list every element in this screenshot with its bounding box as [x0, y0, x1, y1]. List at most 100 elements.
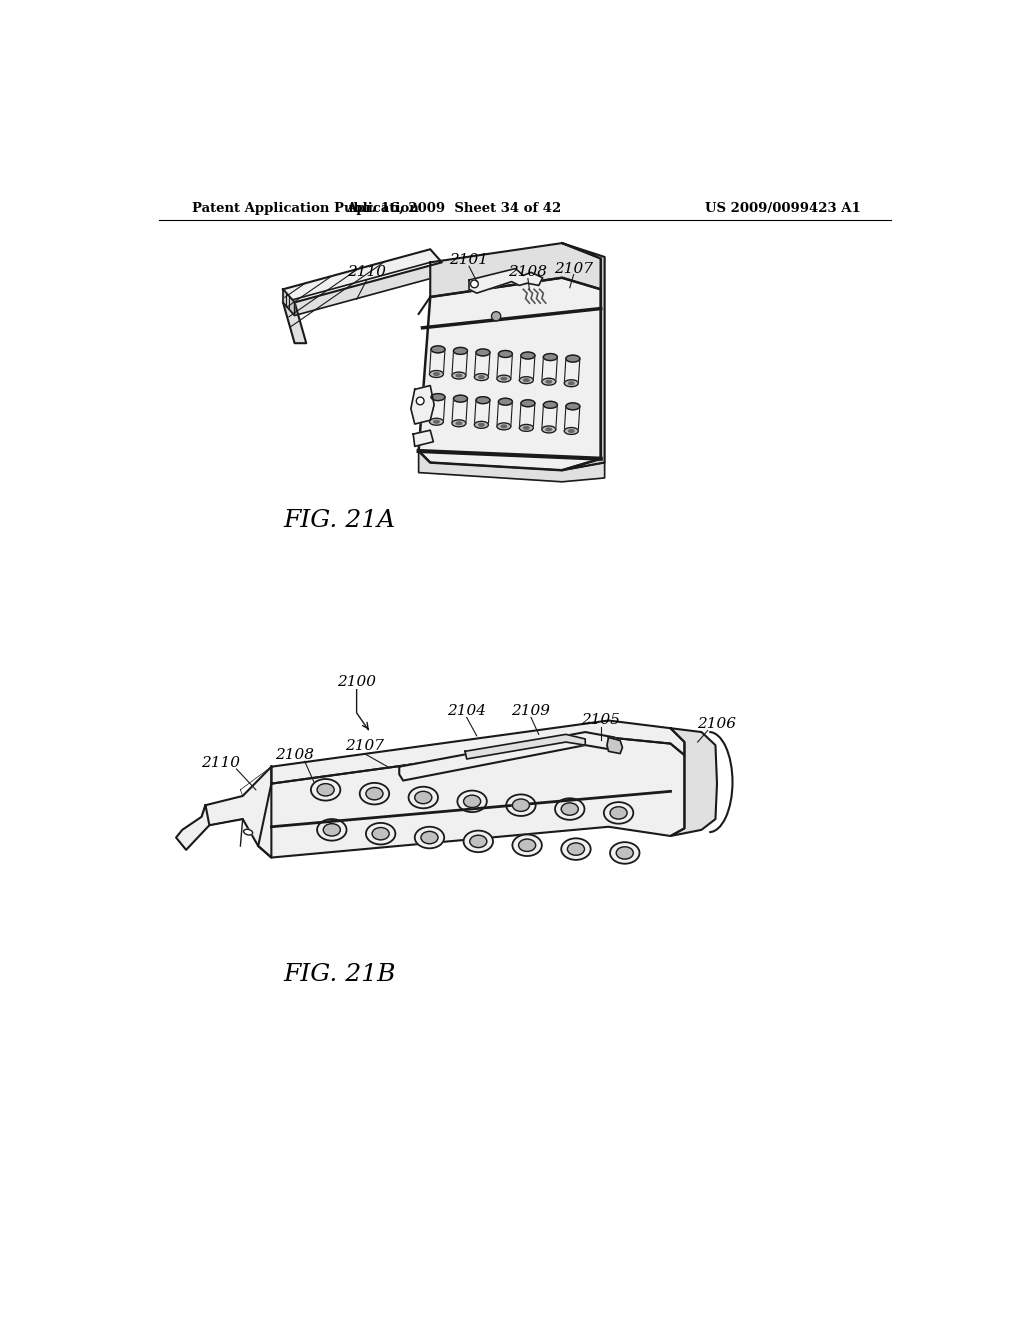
Text: 2105: 2105 [582, 714, 621, 727]
Polygon shape [258, 738, 684, 858]
Ellipse shape [497, 422, 511, 430]
Ellipse shape [434, 372, 439, 375]
Ellipse shape [546, 428, 552, 430]
Ellipse shape [544, 401, 557, 408]
Ellipse shape [454, 395, 467, 403]
Text: US 2009/0099423 A1: US 2009/0099423 A1 [706, 202, 861, 215]
Ellipse shape [421, 832, 438, 843]
Ellipse shape [458, 791, 486, 812]
Polygon shape [414, 430, 433, 446]
Ellipse shape [452, 372, 466, 379]
Ellipse shape [429, 371, 443, 378]
Polygon shape [469, 268, 543, 293]
Ellipse shape [311, 779, 340, 800]
Text: Patent Application Publication: Patent Application Publication [193, 202, 419, 215]
Polygon shape [562, 243, 604, 470]
Ellipse shape [506, 795, 536, 816]
Circle shape [493, 313, 500, 321]
Ellipse shape [616, 847, 633, 859]
Ellipse shape [431, 346, 445, 352]
Ellipse shape [555, 799, 585, 820]
Ellipse shape [317, 818, 346, 841]
Ellipse shape [454, 347, 467, 354]
Polygon shape [419, 277, 601, 470]
Text: 2108: 2108 [508, 265, 548, 280]
Polygon shape [283, 302, 306, 343]
Text: 2110: 2110 [347, 265, 386, 280]
Ellipse shape [474, 374, 488, 380]
Ellipse shape [431, 393, 445, 400]
Circle shape [417, 397, 424, 405]
Ellipse shape [415, 792, 432, 804]
Text: 2104: 2104 [447, 705, 486, 718]
Ellipse shape [521, 352, 535, 359]
Ellipse shape [474, 421, 488, 428]
Ellipse shape [366, 822, 395, 845]
Ellipse shape [434, 420, 439, 424]
Ellipse shape [499, 351, 512, 358]
Ellipse shape [564, 428, 579, 434]
Ellipse shape [478, 424, 484, 426]
Ellipse shape [521, 400, 535, 407]
Ellipse shape [567, 843, 585, 855]
Polygon shape [283, 249, 442, 302]
Ellipse shape [372, 828, 389, 840]
Polygon shape [430, 243, 601, 297]
Text: FIG. 21A: FIG. 21A [283, 508, 395, 532]
Ellipse shape [359, 783, 389, 804]
Ellipse shape [244, 829, 253, 836]
Ellipse shape [568, 381, 574, 384]
Ellipse shape [457, 374, 462, 378]
Ellipse shape [429, 418, 443, 425]
Ellipse shape [512, 834, 542, 857]
Circle shape [471, 280, 478, 288]
Ellipse shape [457, 422, 462, 425]
Ellipse shape [568, 429, 574, 433]
Ellipse shape [409, 787, 438, 808]
Ellipse shape [566, 403, 580, 409]
Polygon shape [671, 729, 717, 836]
Ellipse shape [501, 425, 507, 428]
Ellipse shape [476, 397, 489, 404]
Ellipse shape [478, 376, 484, 379]
Polygon shape [202, 767, 271, 858]
Polygon shape [465, 734, 586, 759]
Ellipse shape [561, 838, 591, 859]
Ellipse shape [452, 420, 466, 426]
Ellipse shape [610, 842, 640, 863]
Ellipse shape [470, 836, 486, 847]
Text: Apr. 16, 2009  Sheet 34 of 42: Apr. 16, 2009 Sheet 34 of 42 [346, 202, 561, 215]
Ellipse shape [512, 799, 529, 812]
Ellipse shape [610, 807, 627, 818]
Text: 2109: 2109 [512, 705, 551, 718]
Ellipse shape [497, 375, 511, 381]
Ellipse shape [546, 380, 552, 383]
Ellipse shape [366, 788, 383, 800]
Polygon shape [419, 451, 604, 482]
Ellipse shape [518, 840, 536, 851]
Ellipse shape [544, 354, 557, 360]
Ellipse shape [499, 399, 512, 405]
Ellipse shape [519, 376, 534, 384]
Ellipse shape [542, 426, 556, 433]
Ellipse shape [604, 803, 633, 824]
Text: 2108: 2108 [275, 748, 314, 762]
Ellipse shape [501, 378, 507, 380]
Text: 2100: 2100 [337, 675, 376, 689]
Ellipse shape [476, 348, 489, 356]
Ellipse shape [566, 355, 580, 362]
Ellipse shape [324, 824, 340, 836]
Ellipse shape [415, 826, 444, 849]
Ellipse shape [519, 425, 534, 432]
Polygon shape [283, 289, 295, 315]
Text: 2110: 2110 [202, 756, 241, 770]
Polygon shape [283, 263, 442, 315]
Ellipse shape [464, 795, 480, 808]
Text: 2101: 2101 [450, 253, 488, 267]
Ellipse shape [523, 426, 529, 429]
Text: 2106: 2106 [697, 717, 736, 731]
Polygon shape [411, 385, 434, 424]
Polygon shape [271, 721, 684, 784]
Text: FIG. 21B: FIG. 21B [283, 964, 395, 986]
Ellipse shape [464, 830, 493, 853]
